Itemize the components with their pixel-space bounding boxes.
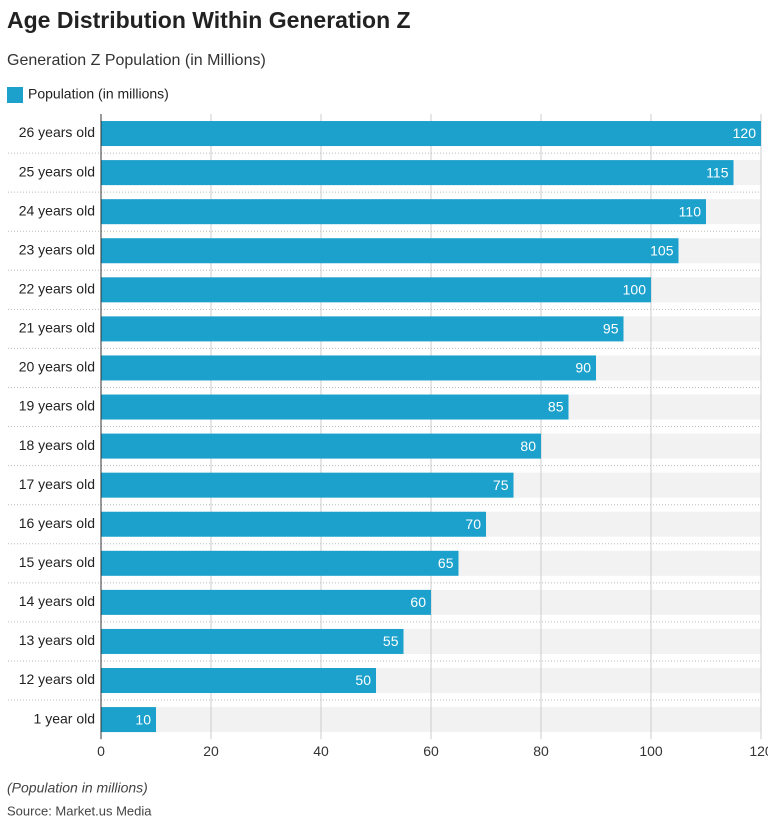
value-label: 55: [383, 633, 399, 649]
bar: [101, 199, 706, 225]
bar: [101, 707, 156, 733]
y-tick-label: 1 year old: [34, 710, 95, 726]
legend-swatch: [7, 87, 23, 103]
chart-title: Age Distribution Within Generation Z: [7, 7, 411, 33]
bar: [101, 628, 404, 654]
value-label: 75: [493, 477, 509, 493]
value-label: 80: [520, 438, 536, 454]
y-tick-label: 15 years old: [19, 554, 95, 570]
x-tick-label: 120: [749, 743, 768, 759]
bar: [101, 550, 459, 576]
note: (Population in millions): [7, 780, 148, 796]
y-tick-label: 26 years old: [19, 124, 95, 140]
value-label: 85: [548, 399, 564, 415]
x-tick-label: 40: [313, 743, 329, 759]
y-tick-label: 24 years old: [19, 202, 95, 218]
value-label: 65: [438, 555, 454, 571]
y-tick-label: 12 years old: [19, 671, 95, 687]
y-tick-label: 14 years old: [19, 593, 95, 609]
bar: [101, 277, 651, 303]
source: Source: Market.us Media: [7, 803, 152, 818]
x-tick-label: 100: [639, 743, 663, 759]
y-tick-label: 20 years old: [19, 359, 95, 375]
y-tick-label: 23 years old: [19, 241, 95, 257]
bar: [101, 160, 734, 186]
x-tick-label: 80: [533, 743, 549, 759]
bar: [101, 511, 486, 537]
value-label: 115: [706, 164, 729, 180]
value-label: 10: [135, 711, 151, 727]
value-label: 95: [603, 321, 619, 337]
y-tick-label: 21 years old: [19, 320, 95, 336]
y-tick-label: 13 years old: [19, 632, 95, 648]
value-label: 105: [650, 242, 674, 258]
bar: [101, 433, 541, 459]
value-label: 90: [575, 360, 591, 376]
y-tick-label: 19 years old: [19, 398, 95, 414]
bar: [101, 589, 431, 615]
bar: [101, 668, 376, 694]
value-label: 110: [679, 203, 702, 219]
value-label: 60: [410, 594, 426, 610]
value-label: 120: [733, 125, 757, 141]
bar: [101, 472, 514, 498]
y-tick-label: 16 years old: [19, 515, 95, 531]
x-tick-label: 0: [97, 743, 105, 759]
y-tick-label: 22 years old: [19, 281, 95, 297]
bar: [101, 121, 761, 147]
x-tick-label: 60: [423, 743, 439, 759]
bar: [101, 238, 679, 264]
value-label: 70: [465, 516, 481, 532]
chart-subtitle: Generation Z Population (in Millions): [7, 52, 266, 69]
y-tick-label: 18 years old: [19, 437, 95, 453]
y-tick-label: 17 years old: [19, 476, 95, 492]
legend-label: Population (in millions): [28, 86, 169, 102]
y-tick-label: 25 years old: [19, 163, 95, 179]
value-label: 100: [623, 282, 647, 298]
bar: [101, 316, 624, 342]
bar: [101, 394, 569, 420]
x-tick-label: 20: [203, 743, 219, 759]
bar: [101, 355, 596, 381]
value-label: 50: [355, 672, 371, 688]
